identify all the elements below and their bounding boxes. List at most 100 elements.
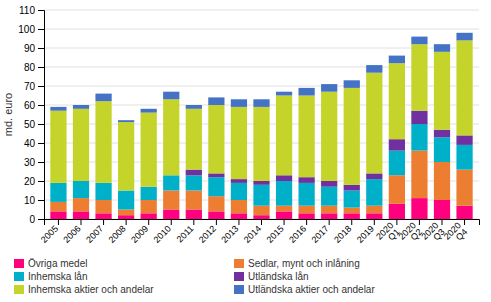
bar [73, 211, 89, 219]
x-tick-mark [306, 219, 307, 225]
legend-item: Inhemska lån [14, 271, 87, 282]
bar [50, 111, 66, 183]
y-tick-label: 30 [24, 157, 36, 168]
x-tick: 2018 [332, 219, 353, 245]
x-tick-label: 2017 [310, 224, 331, 245]
bar [253, 181, 269, 185]
y-tick-label: 70 [24, 81, 36, 92]
bar [389, 204, 405, 219]
y-tick-label: 20 [24, 176, 36, 187]
bar [163, 210, 179, 220]
y-tick-mark [38, 181, 44, 182]
y-tick: 30 [24, 157, 44, 168]
bar [321, 92, 337, 181]
x-tick-label-line: 2018 [332, 224, 353, 245]
bar [253, 99, 269, 107]
x-tick-mark [419, 219, 420, 225]
bar [299, 88, 315, 96]
bar [366, 179, 382, 206]
bar [118, 122, 134, 190]
bar [186, 170, 202, 176]
bar [299, 206, 315, 214]
y-tick-label: 50 [24, 119, 36, 130]
x-tick-label: 2009 [129, 224, 150, 245]
bar [141, 113, 157, 187]
chart-container: 0102030405060708090100110200520062007200… [0, 0, 491, 302]
legend-swatch [234, 285, 244, 294]
legend-item: Utländska lån [234, 271, 309, 282]
x-tick-label-line: 2016 [287, 224, 308, 245]
legend: Övriga medelSedlar, mynt och inlåningInh… [14, 258, 375, 295]
y-tick: 50 [24, 119, 44, 130]
x-tick-label-line: 2011 [175, 224, 196, 245]
x-tick: 2016 [287, 219, 308, 245]
bar [321, 213, 337, 219]
x-tick-mark [351, 219, 352, 225]
y-tick: 20 [24, 176, 44, 187]
x-tick-mark [261, 219, 262, 225]
x-tick-label-line: 2008 [107, 224, 128, 245]
bar [344, 208, 360, 214]
bar [456, 40, 472, 135]
x-tick-label-line: 2010 [152, 224, 173, 245]
x-tick-mark [238, 219, 239, 225]
bar [231, 200, 247, 213]
x-tick-mark [193, 219, 194, 225]
bar [344, 185, 360, 191]
bar [95, 101, 111, 183]
bar [366, 206, 382, 214]
bar [186, 109, 202, 170]
bar [321, 187, 337, 206]
bar [276, 181, 292, 206]
x-tick-mark [171, 219, 172, 225]
bar [276, 206, 292, 212]
bar [73, 105, 89, 109]
x-tick: 2007 [84, 219, 105, 245]
y-tick-mark [38, 67, 44, 68]
x-tick-mark [81, 219, 82, 225]
bar [118, 191, 134, 210]
bar [366, 213, 382, 219]
x-tick-label-line: 2017 [310, 224, 331, 245]
bar [231, 107, 247, 179]
bar [186, 191, 202, 210]
bar [434, 130, 450, 138]
bar [50, 202, 66, 212]
bar [434, 44, 450, 52]
x-tick-label: 2010 [152, 224, 173, 245]
x-tick-mark [441, 219, 442, 225]
bar [73, 109, 89, 181]
bar [50, 183, 66, 202]
y-tick-label: 60 [24, 100, 36, 111]
x-tick: 2010 [152, 219, 173, 245]
x-tick: 2009 [129, 219, 150, 245]
bar [118, 210, 134, 216]
bar [276, 211, 292, 219]
legend-item: Inhemska aktier och andelar [14, 284, 154, 295]
bar [411, 37, 427, 45]
y-tick-mark [38, 143, 44, 144]
x-tick: 2017 [310, 219, 331, 245]
y-axis: 0102030405060708090100110 [18, 5, 44, 225]
bar [389, 151, 405, 176]
y-tick: 40 [24, 138, 44, 149]
legend-item: Utländska aktier och andelar [234, 284, 375, 295]
x-tick: 2008 [107, 219, 128, 245]
y-tick: 10 [24, 195, 44, 206]
x-tick-label-line: 2006 [61, 224, 82, 245]
legend-swatch [234, 272, 244, 281]
legend-label: Inhemska lån [28, 271, 87, 282]
y-tick-label: 110 [19, 5, 35, 16]
bars [50, 33, 472, 219]
bar [186, 210, 202, 220]
bar [276, 175, 292, 181]
bar [95, 94, 111, 102]
y-tick-label: 90 [24, 43, 36, 54]
x-tick-mark [396, 219, 397, 225]
bar [366, 65, 382, 73]
y-tick-mark [38, 105, 44, 106]
grid [44, 10, 479, 219]
x-tick-label-line: 2019 [355, 224, 376, 245]
bar [299, 177, 315, 183]
bar [95, 213, 111, 219]
